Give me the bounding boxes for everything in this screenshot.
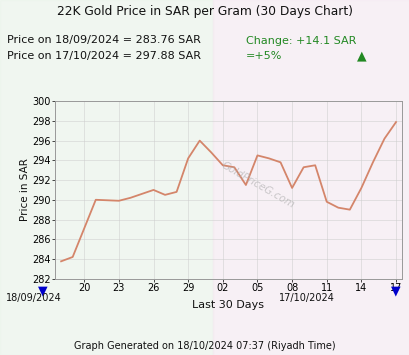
Text: ▼: ▼ [390,285,400,298]
Text: GoldPriceG.com: GoldPriceG.com [218,160,295,210]
Text: Graph Generated on 18/10/2024 07:37 (Riyadh Time): Graph Generated on 18/10/2024 07:37 (Riy… [74,342,335,351]
Text: 17/10/2024: 17/10/2024 [278,293,334,303]
Text: Price on 17/10/2024 = 297.88 SAR: Price on 17/10/2024 = 297.88 SAR [7,51,201,61]
Text: Last 30 Days: Last 30 Days [191,300,263,310]
Text: Change: +14.1 SAR: Change: +14.1 SAR [245,36,355,45]
Y-axis label: Price in SAR: Price in SAR [20,158,30,222]
Bar [0,0,213,355]
Text: 22K Gold Price in SAR per Gram (30 Days Chart): 22K Gold Price in SAR per Gram (30 Days … [57,5,352,18]
Text: =+5%: =+5% [245,51,282,61]
Text: ▼: ▼ [38,285,48,298]
Text: 18/09/2024: 18/09/2024 [6,293,62,303]
Text: ▲: ▲ [356,50,365,63]
Bar [213,0,409,355]
Text: Price on 18/09/2024 = 283.76 SAR: Price on 18/09/2024 = 283.76 SAR [7,36,201,45]
